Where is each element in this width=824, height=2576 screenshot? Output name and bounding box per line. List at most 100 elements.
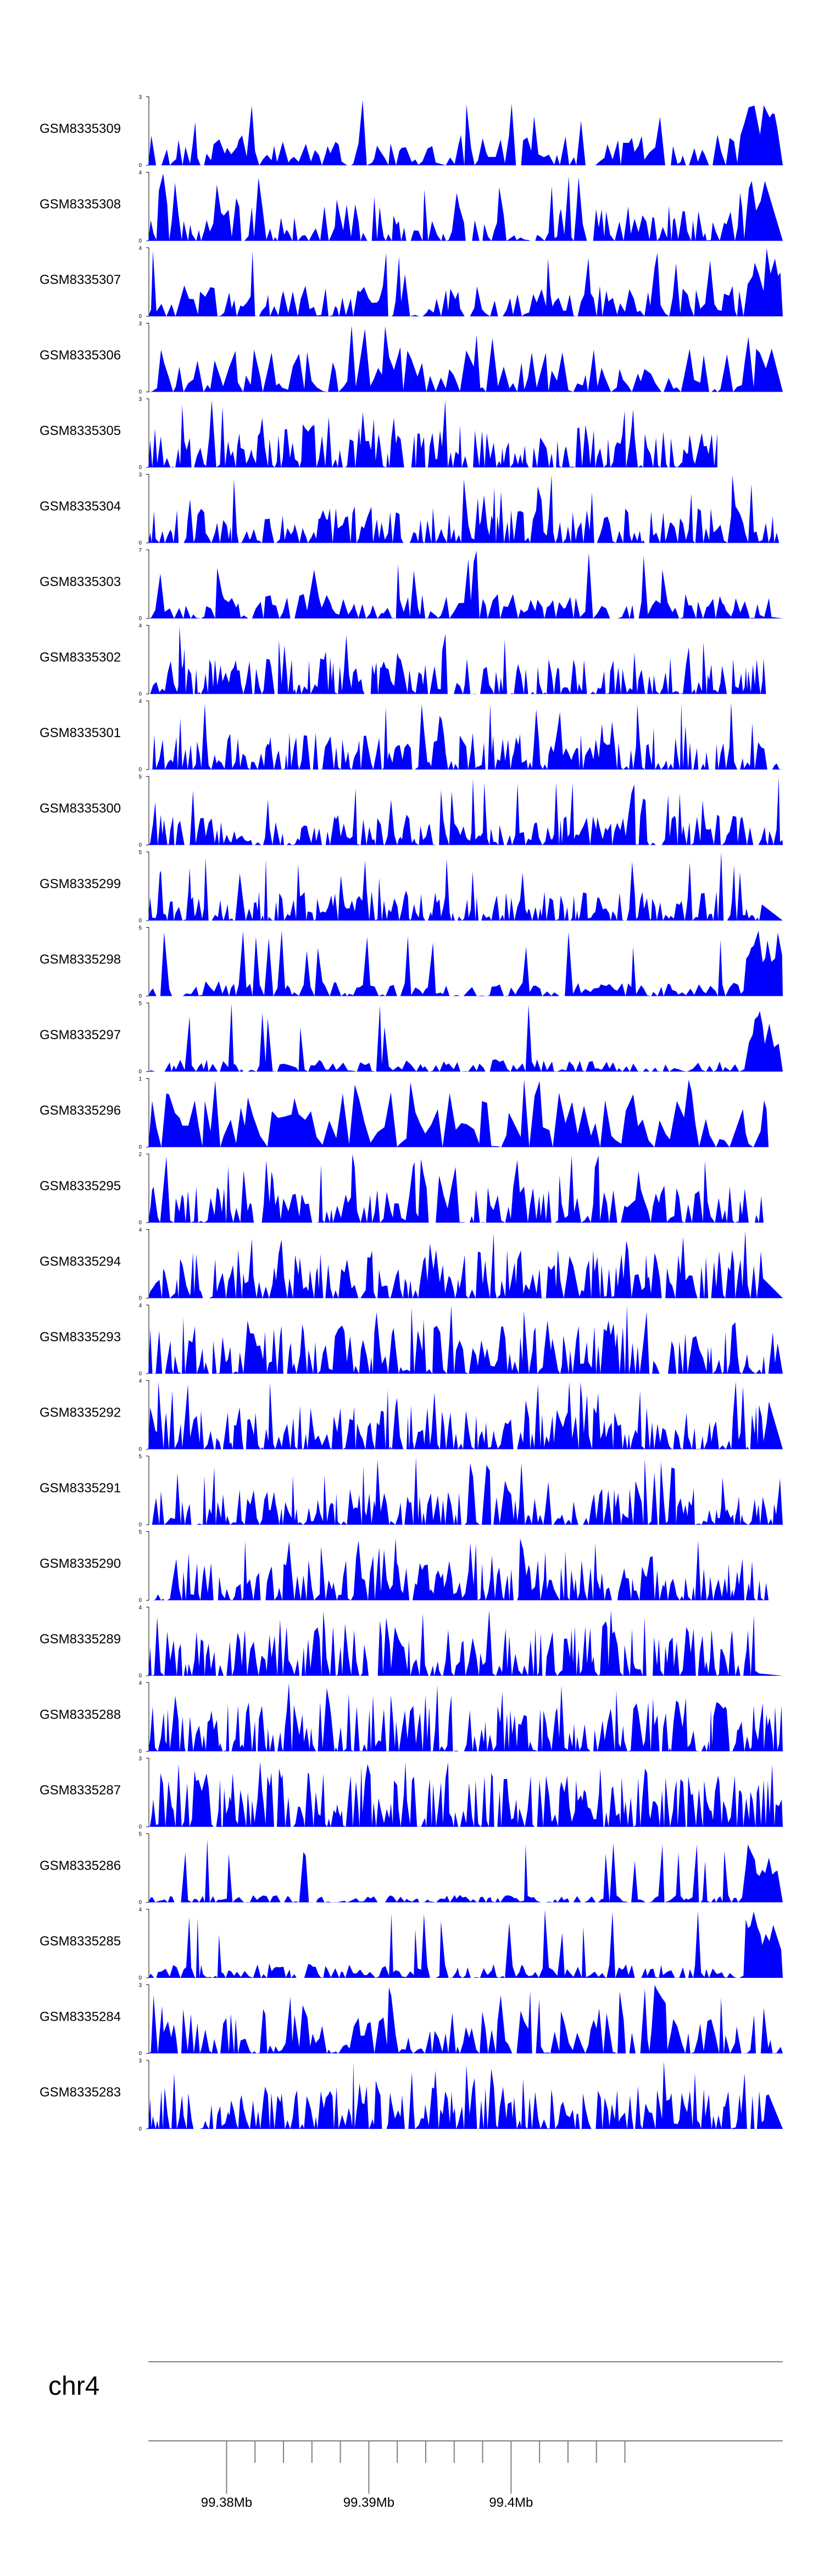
track-label: GSM8335308 xyxy=(40,197,121,212)
y-tick-label-max: 3 xyxy=(138,321,142,327)
y-tick-label-min: 0 xyxy=(138,238,142,244)
y-tick-label-min: 0 xyxy=(138,767,142,773)
y-tick-label-max: 4 xyxy=(138,1907,142,1913)
y-tick-label-max: 5 xyxy=(138,774,142,780)
track-GSM8335309: GSM8335309 3 0 xyxy=(40,94,783,169)
y-tick-label-max: 4 xyxy=(138,1379,142,1385)
chromosome-track: chr4 xyxy=(48,2361,783,2401)
track-label: GSM8335307 xyxy=(40,272,121,287)
coverage-area xyxy=(148,1381,783,1449)
track-label: GSM8335286 xyxy=(40,1859,121,1874)
track-GSM8335306: GSM8335306 3 0 xyxy=(40,321,783,395)
y-tick-label-max: 5 xyxy=(138,1832,142,1838)
y-tick-label-min: 0 xyxy=(138,540,142,547)
y-tick-label-max: 3 xyxy=(138,1983,142,1989)
coverage-area xyxy=(148,930,783,996)
y-tick-label-min: 0 xyxy=(138,2051,142,2057)
track-GSM8335287: GSM8335287 3 0 xyxy=(40,1756,783,1830)
y-tick-label-max: 5 xyxy=(138,925,142,932)
y-tick-label-max: 2 xyxy=(138,1152,142,1158)
track-GSM8335293: GSM8335293 4 0 xyxy=(40,1303,783,1377)
track-GSM8335303: GSM8335303 7 0 xyxy=(40,548,783,622)
track-GSM8335289: GSM8335289 4 0 xyxy=(40,1605,783,1679)
track-label: GSM8335293 xyxy=(40,1330,121,1345)
track-label: GSM8335304 xyxy=(40,499,121,514)
track-label: GSM8335294 xyxy=(40,1254,121,1269)
coverage-area xyxy=(148,1683,783,1752)
coverage-area xyxy=(148,1154,769,1223)
track-label: GSM8335298 xyxy=(40,952,121,967)
track-label: GSM8335287 xyxy=(40,1783,121,1798)
y-tick-label-min: 0 xyxy=(138,1598,142,1604)
y-tick-label-max: 3 xyxy=(138,94,142,101)
coverage-area xyxy=(148,400,717,467)
axis-tick-label: 99.39Mb xyxy=(343,2495,394,2510)
y-tick-label-min: 0 xyxy=(138,616,142,622)
y-tick-label-max: 4 xyxy=(138,246,142,252)
coverage-area xyxy=(148,852,783,921)
y-tick-label-min: 0 xyxy=(138,163,142,169)
y-tick-label-min: 0 xyxy=(138,1069,142,1075)
track-label: GSM8335303 xyxy=(40,575,121,589)
coverage-area xyxy=(148,1079,769,1147)
track-GSM8335288: GSM8335288 4 0 xyxy=(40,1681,783,1755)
y-tick-label-min: 0 xyxy=(138,465,142,471)
track-GSM8335296: GSM8335296 1 0 xyxy=(40,1077,769,1151)
track-GSM8335295: GSM8335295 2 0 xyxy=(40,1152,769,1226)
y-tick-label-min: 0 xyxy=(138,692,142,698)
track-GSM8335284: GSM8335284 3 0 xyxy=(40,1983,783,2057)
genomic-axis: 99.38Mb 99.39Mb 99.4Mb xyxy=(148,2440,783,2510)
y-tick-label-max: 7 xyxy=(138,548,142,554)
coverage-area xyxy=(148,100,783,165)
track-GSM8335308: GSM8335308 4 0 xyxy=(40,170,783,244)
coverage-tracks: GSM833530930GSM833530840GSM833530740GSM8… xyxy=(40,94,783,2132)
coverage-area xyxy=(148,1457,783,1525)
track-label: GSM8335301 xyxy=(40,726,121,740)
y-tick-label-min: 0 xyxy=(138,1220,142,1226)
track-GSM8335290: GSM8335290 5 0 xyxy=(40,1530,769,1604)
track-label: GSM8335305 xyxy=(40,423,121,438)
y-tick-label-min: 0 xyxy=(138,2126,142,2132)
track-label: GSM8335291 xyxy=(40,1481,121,1496)
axis-tick-label: 99.4Mb xyxy=(489,2495,533,2510)
y-tick-label-min: 0 xyxy=(138,1975,142,1981)
coverage-area xyxy=(148,2061,783,2129)
coverage-area xyxy=(148,1231,783,1298)
y-tick-label-max: 5 xyxy=(138,1001,142,1007)
track-GSM8335304: GSM8335304 3 0 xyxy=(40,472,783,547)
coverage-area xyxy=(148,174,783,241)
y-tick-label-min: 0 xyxy=(138,1673,142,1679)
coverage-area xyxy=(148,1305,783,1374)
coverage-area xyxy=(148,1985,783,2054)
y-tick-label-max: 4 xyxy=(138,170,142,176)
axis-tick-label: 99.38Mb xyxy=(201,2495,252,2510)
track-label: GSM8335288 xyxy=(40,1708,121,1722)
y-tick-label-max: 4 xyxy=(138,1605,142,1611)
track-label: GSM8335297 xyxy=(40,1028,121,1042)
track-label: GSM8335292 xyxy=(40,1406,121,1420)
coverage-area xyxy=(148,1610,783,1676)
coverage-area xyxy=(148,325,783,392)
y-tick-label-max: 5 xyxy=(138,850,142,856)
track-label: GSM8335290 xyxy=(40,1557,121,1571)
chromosome-label: chr4 xyxy=(48,2372,99,2401)
coverage-area xyxy=(148,1003,783,1072)
track-label: GSM8335284 xyxy=(40,2010,121,2025)
y-tick-label-min: 0 xyxy=(138,1824,142,1830)
y-tick-label-max: 3 xyxy=(138,472,142,478)
coverage-area xyxy=(148,1761,783,1827)
track-GSM8335294: GSM8335294 4 0 xyxy=(40,1228,783,1302)
coverage-area xyxy=(148,777,783,845)
track-GSM8335285: GSM8335285 4 0 xyxy=(40,1907,783,1981)
track-GSM8335286: GSM8335286 5 0 xyxy=(40,1832,783,1906)
track-label: GSM8335300 xyxy=(40,801,121,816)
track-label: GSM8335283 xyxy=(40,2085,121,2100)
track-GSM8335297: GSM8335297 5 0 xyxy=(40,1001,783,1075)
y-tick-label-min: 0 xyxy=(138,1447,142,1453)
y-tick-label-max: 3 xyxy=(138,397,142,403)
y-tick-label-max: 5 xyxy=(138,1530,142,1536)
y-tick-label-max: 5 xyxy=(138,1454,142,1460)
coverage-area xyxy=(148,475,783,543)
y-tick-label-min: 0 xyxy=(138,1900,142,1906)
